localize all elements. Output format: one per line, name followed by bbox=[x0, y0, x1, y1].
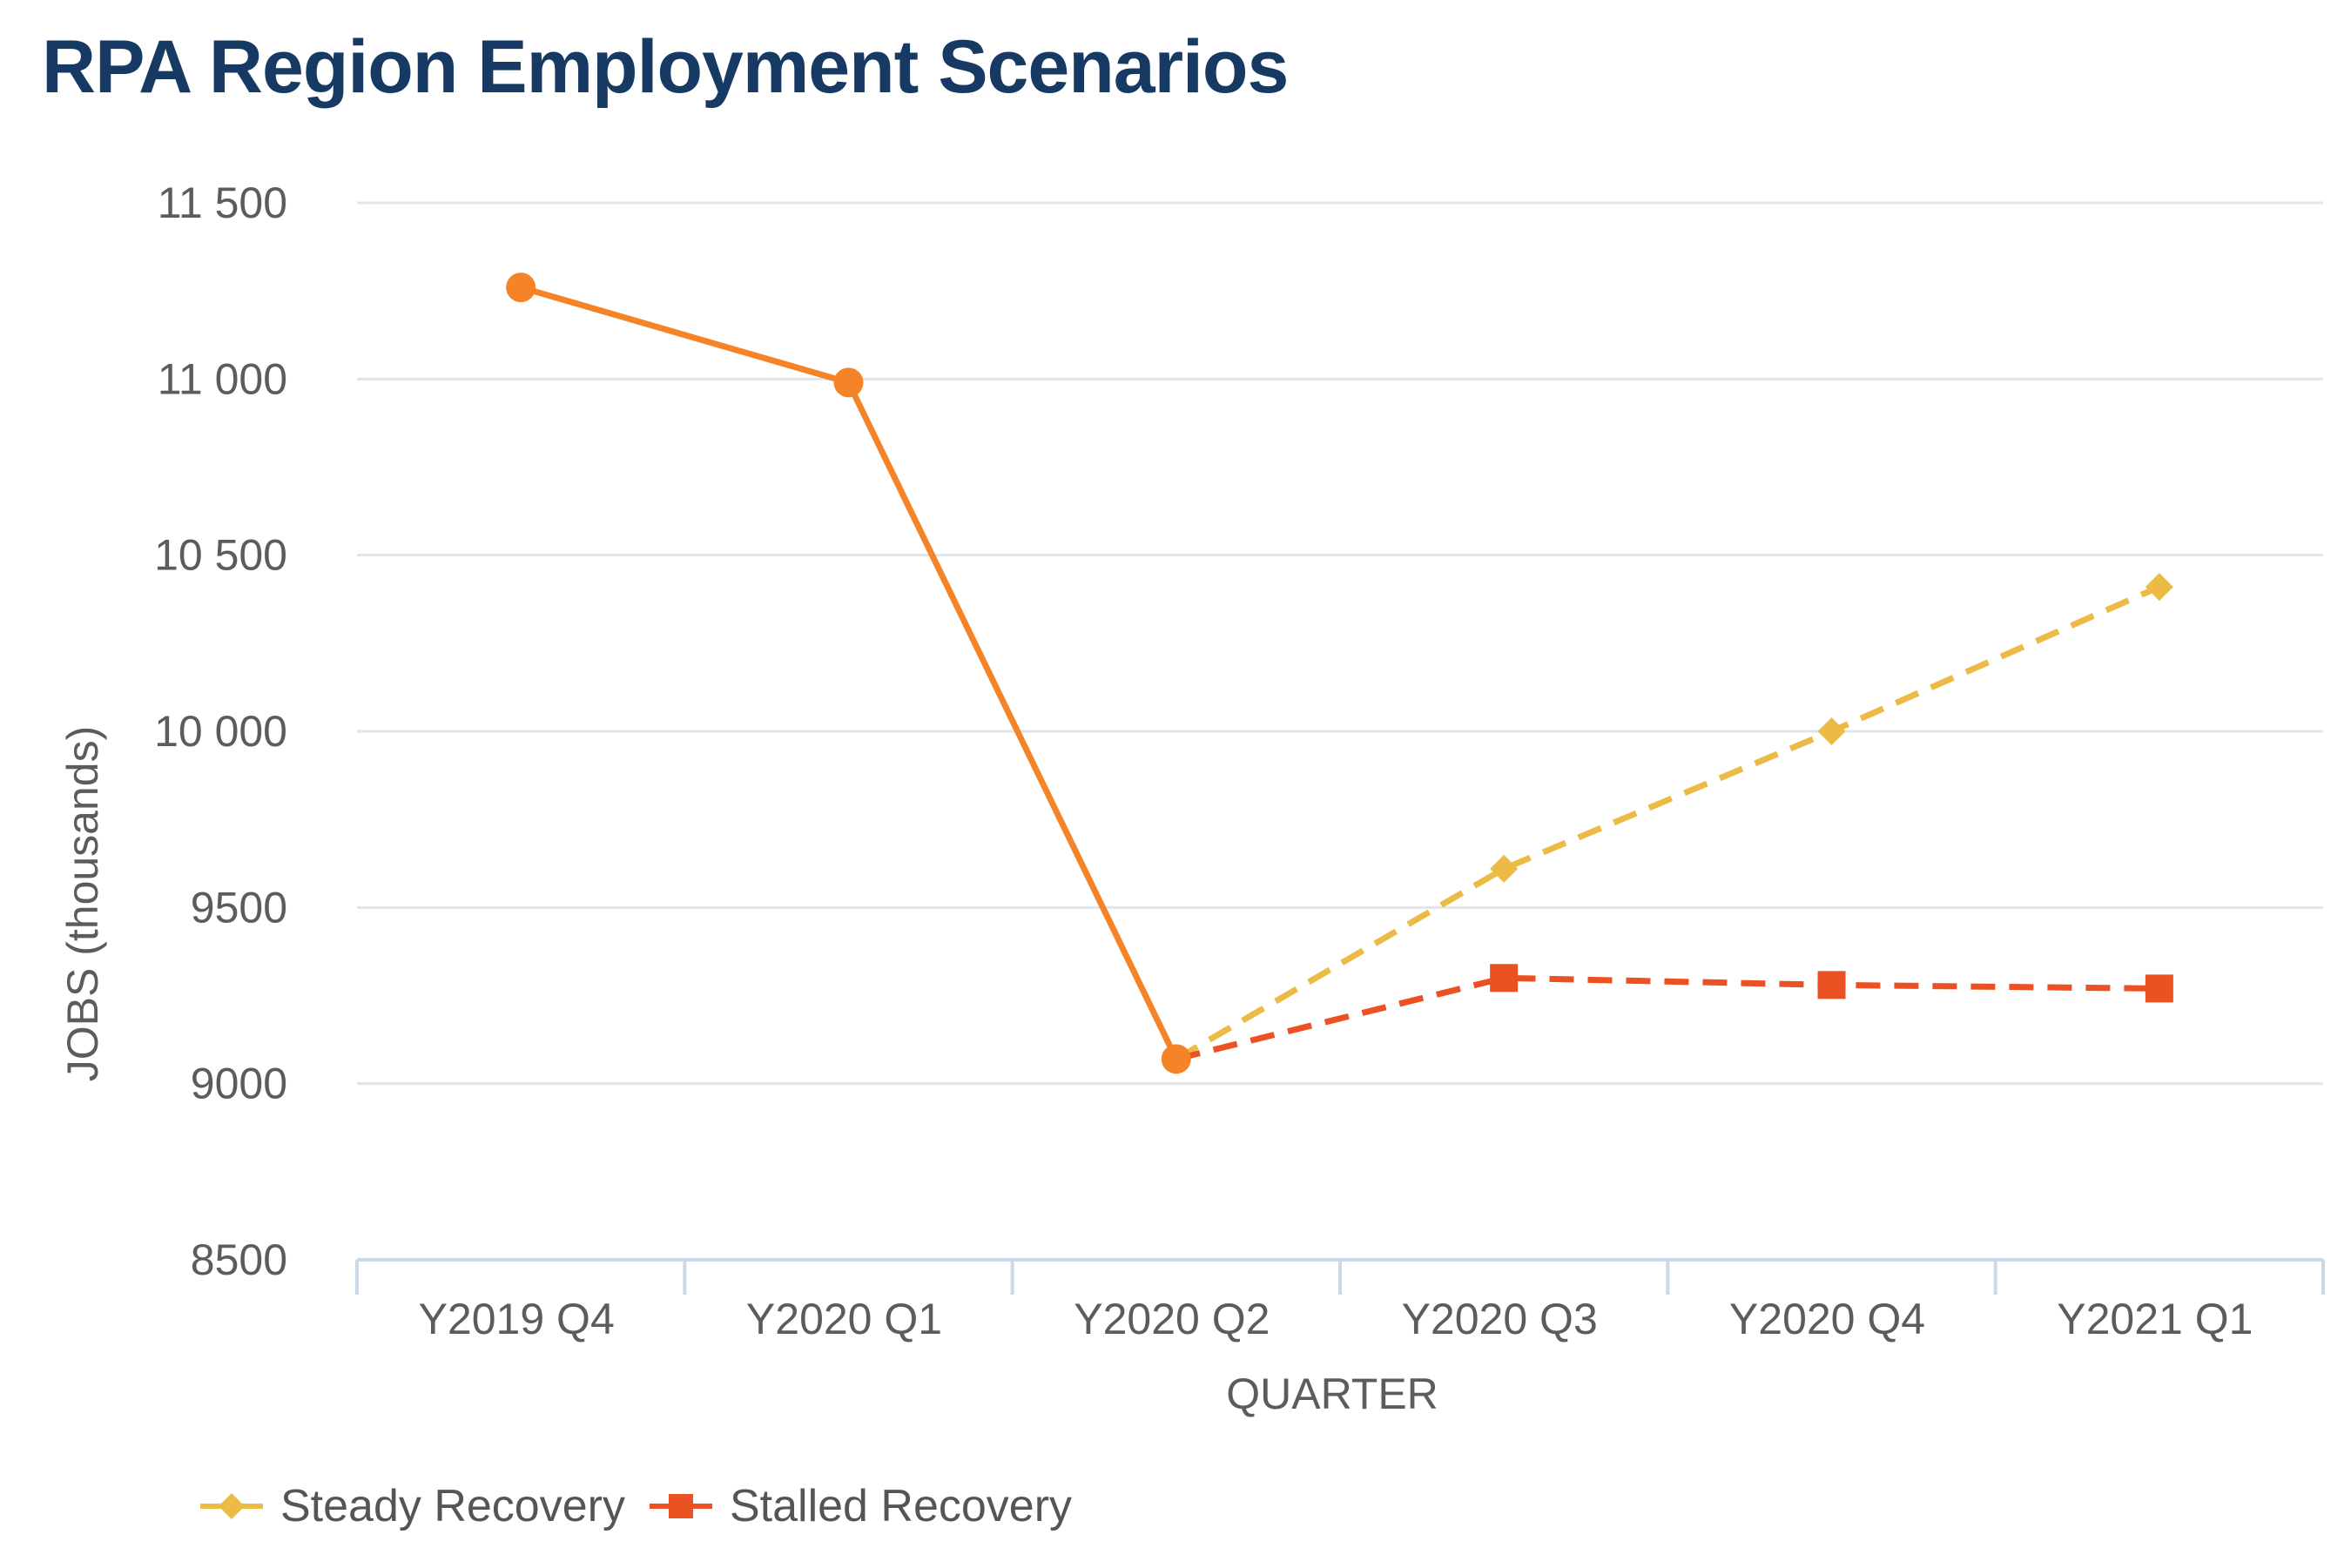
x-tick-label: Y2020 Q2 bbox=[1074, 1295, 1270, 1343]
data-point[interactable] bbox=[1161, 1044, 1191, 1074]
y-axis-title: JOBS (thousands) bbox=[58, 726, 107, 1082]
y-tick-label: 11 500 bbox=[158, 178, 287, 227]
legend-item-steady-recovery[interactable]: Steady Recovery bbox=[199, 1480, 625, 1532]
data-point[interactable] bbox=[2145, 573, 2173, 602]
legend-label-stalled-recovery: Stalled Recovery bbox=[729, 1481, 1073, 1531]
x-axis bbox=[355, 1258, 2325, 1295]
legend-square-icon bbox=[648, 1489, 714, 1524]
data-point[interactable] bbox=[833, 367, 864, 398]
y-tick-label: 9000 bbox=[191, 1060, 287, 1108]
data-point[interactable] bbox=[2145, 974, 2173, 1003]
y-tick-label: 8500 bbox=[191, 1235, 287, 1284]
steady-recovery-line bbox=[1175, 583, 2161, 1062]
x-tick-label: Y2020 Q1 bbox=[746, 1295, 942, 1343]
data-point[interactable] bbox=[1817, 971, 1846, 999]
x-tick-label: Y2020 Q4 bbox=[1729, 1295, 1925, 1343]
data-point[interactable] bbox=[1817, 717, 1846, 745]
data-point[interactable] bbox=[506, 273, 536, 303]
legend-item-stalled-recovery[interactable]: Stalled Recovery bbox=[648, 1480, 1072, 1532]
y-tick-label: 9500 bbox=[191, 883, 287, 932]
series-markers bbox=[506, 273, 2173, 1074]
historical-line bbox=[520, 284, 1179, 1060]
x-axis-title: QUARTER bbox=[1226, 1369, 1438, 1418]
y-tick-label: 11 000 bbox=[158, 354, 287, 403]
series-lines bbox=[520, 284, 2161, 1062]
x-tick-label: Y2020 Q3 bbox=[1402, 1295, 1598, 1343]
y-tick-label: 10 000 bbox=[154, 707, 287, 756]
y-axis-tick-labels: 8500 9000 9500 10 000 10 500 11 000 11 500 bbox=[154, 178, 287, 1284]
x-axis-tick-labels: Y2019 Q4 Y2020 Q1 Y2020 Q2 Y2020 Q3 Y2020 Q4… bbox=[419, 1295, 2253, 1343]
data-point[interactable] bbox=[1490, 964, 1519, 993]
x-tick-label: Y2019 Q4 bbox=[419, 1295, 615, 1343]
data-point[interactable] bbox=[1490, 854, 1519, 883]
legend: Steady Recovery Stalled Recovery bbox=[199, 1480, 1072, 1532]
chart-title: RPA Region Employment Scenarios bbox=[42, 25, 1289, 109]
legend-diamond-icon bbox=[199, 1489, 265, 1524]
stalled-recovery-line bbox=[1175, 974, 2159, 1062]
y-tick-label: 10 500 bbox=[154, 531, 287, 580]
gridlines bbox=[357, 201, 2323, 1086]
legend-label-steady-recovery: Steady Recovery bbox=[280, 1481, 625, 1531]
x-tick-label: Y2021 Q1 bbox=[2057, 1295, 2253, 1343]
